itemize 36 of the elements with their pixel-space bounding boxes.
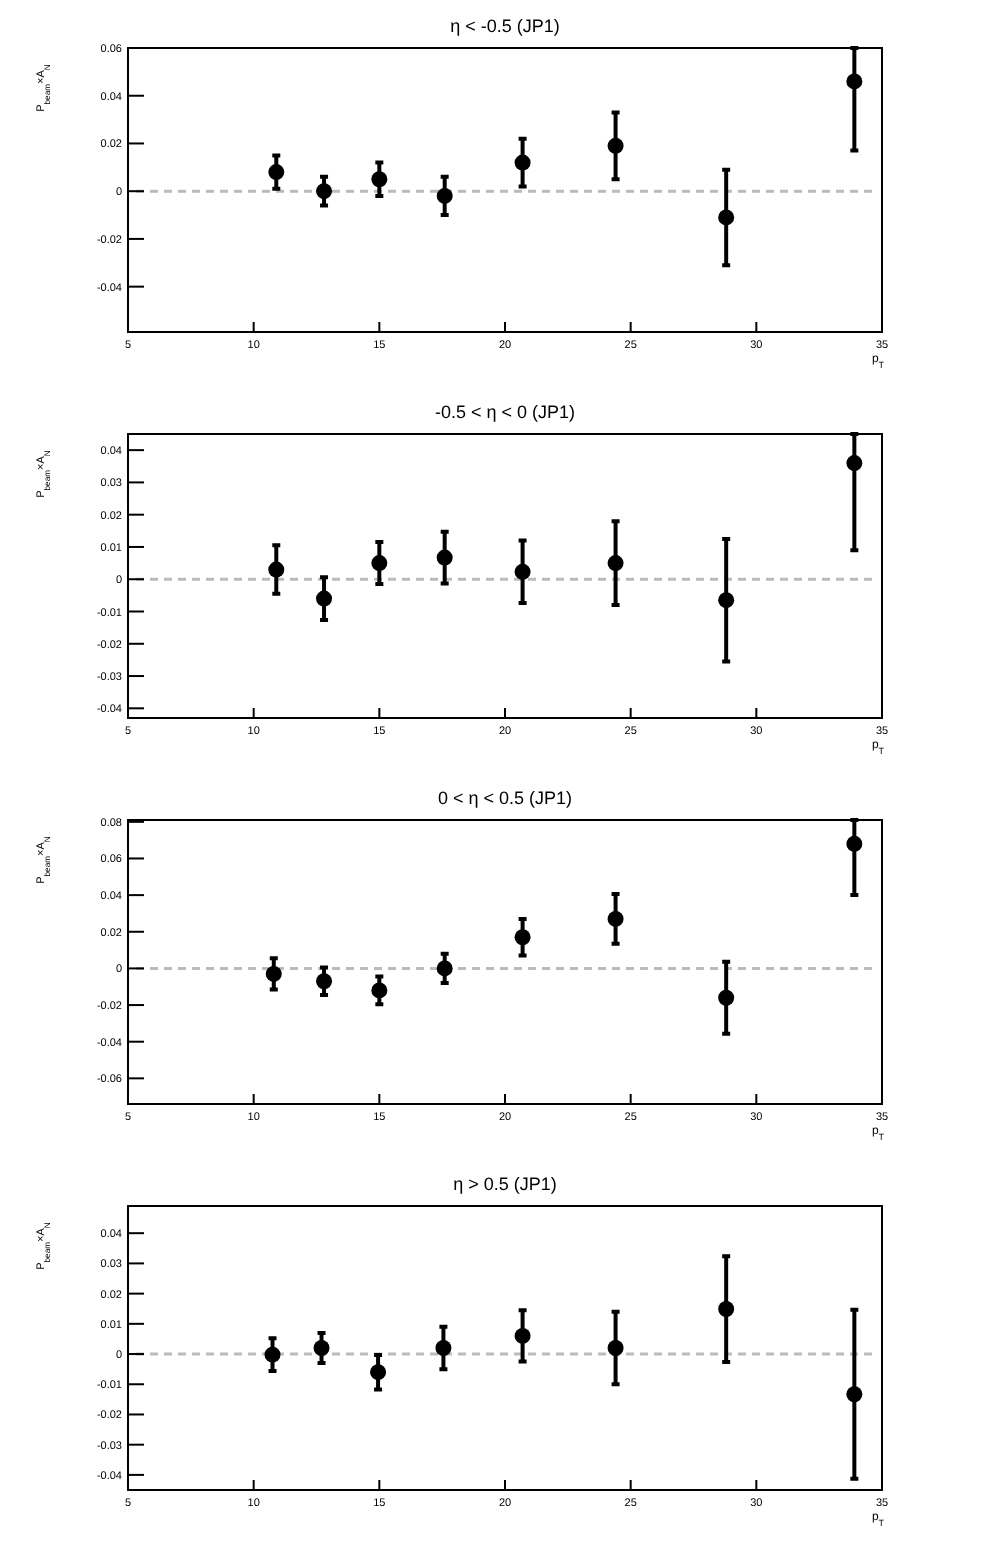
chart-title: -0.5 < η < 0 (JP1) — [434, 402, 576, 422]
point — [268, 164, 285, 181]
point — [718, 209, 735, 226]
point — [436, 187, 453, 204]
point — [846, 455, 863, 472]
point — [846, 1386, 863, 1403]
point — [607, 555, 624, 572]
point — [718, 1301, 735, 1318]
point — [514, 154, 531, 171]
point — [264, 1346, 281, 1363]
point — [371, 555, 388, 572]
point — [436, 549, 453, 566]
point — [718, 989, 735, 1006]
point — [718, 592, 735, 609]
point — [316, 590, 333, 607]
point — [316, 183, 333, 200]
point — [316, 973, 333, 990]
point — [435, 1340, 452, 1356]
point — [846, 73, 863, 90]
point — [268, 561, 285, 578]
point — [607, 910, 624, 927]
point — [371, 982, 388, 999]
point — [514, 929, 531, 946]
point — [607, 137, 624, 154]
point — [514, 1327, 531, 1344]
point — [607, 1340, 624, 1356]
chart-title: η < -0.5 (JP1) — [450, 16, 560, 36]
point — [265, 965, 282, 982]
point — [514, 563, 531, 580]
point — [436, 960, 453, 977]
point — [371, 171, 388, 188]
chart-title: 0 < η < 0.5 (JP1) — [437, 788, 573, 808]
point — [846, 835, 863, 852]
point — [313, 1340, 330, 1356]
chart-title: η > 0.5 (JP1) — [453, 1174, 557, 1194]
point — [370, 1364, 387, 1381]
